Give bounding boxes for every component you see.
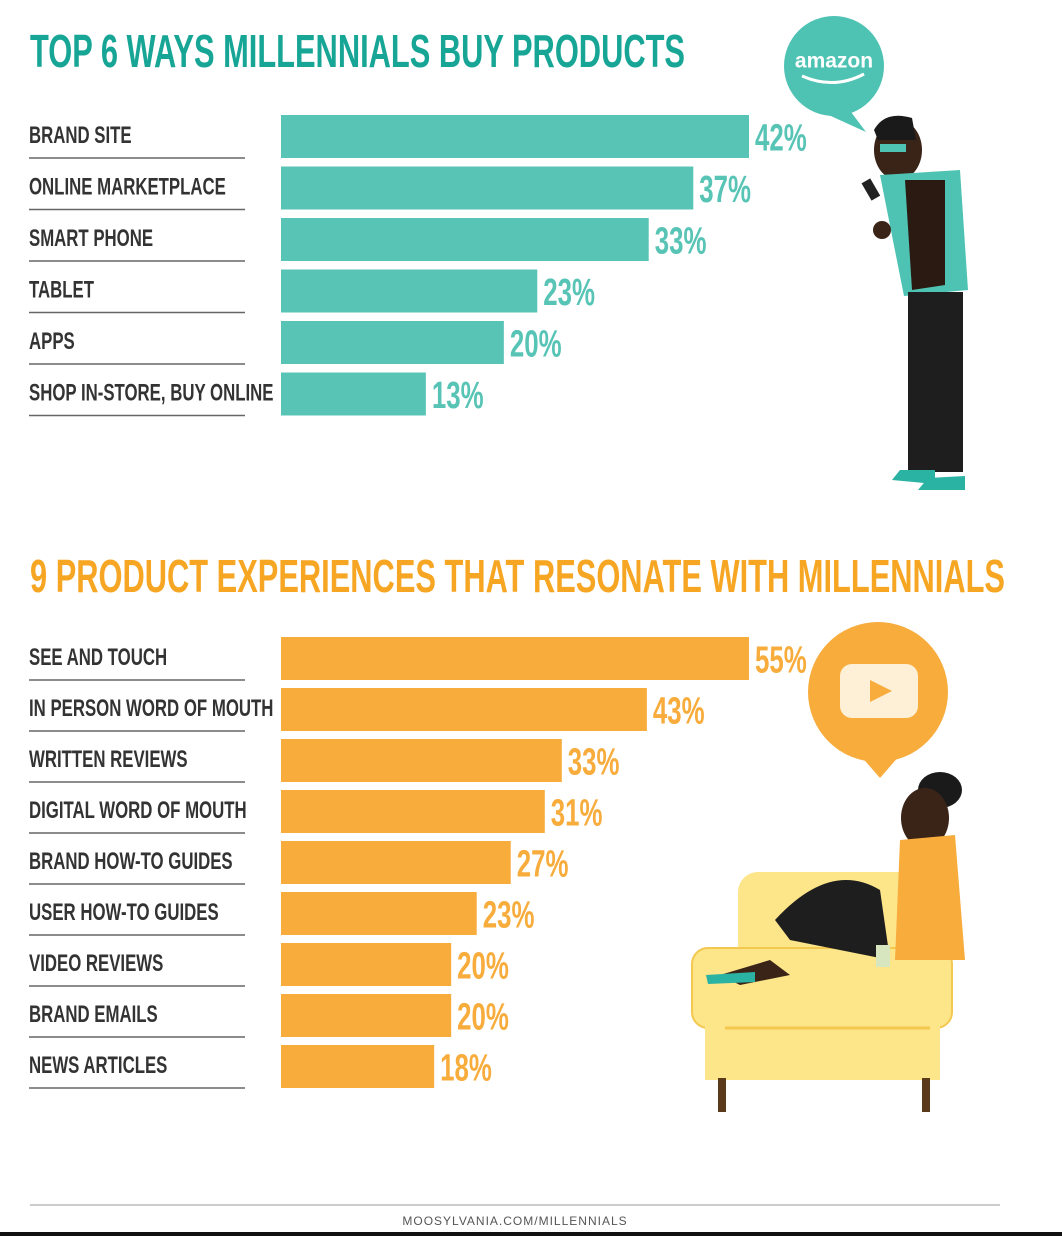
bar — [281, 218, 649, 261]
value-label: 31% — [551, 792, 603, 834]
bar — [281, 943, 452, 986]
footer: MOOSYLVANIA.COM/MILLENNIALS — [402, 1214, 627, 1228]
category-label: SEE AND TOUCH — [29, 644, 167, 671]
value-label: 42% — [755, 117, 807, 159]
bar — [281, 994, 452, 1037]
value-label: 43% — [653, 690, 705, 732]
sofa-illustration — [691, 772, 965, 1112]
bar — [281, 115, 749, 158]
category-label: BRAND HOW-TO GUIDES — [29, 848, 233, 875]
category-label: NEWS ARTICLES — [29, 1052, 167, 1079]
category-label: BRAND SITE — [29, 122, 132, 149]
category-label: DIGITAL WORD OF MOUTH — [29, 797, 247, 824]
value-label: 18% — [440, 1047, 492, 1089]
category-label: USER HOW-TO GUIDES — [29, 899, 219, 926]
category-label: SHOP IN-STORE, BUY ONLINE — [29, 379, 273, 406]
category-label: TABLET — [29, 276, 94, 303]
bottom-edge — [0, 1232, 1062, 1236]
value-label: 23% — [483, 894, 535, 936]
category-label: SMART PHONE — [29, 225, 153, 252]
chart-title: 9 PRODUCT EXPERIENCES THAT RESONATE WITH… — [30, 550, 1005, 602]
value-label: 27% — [517, 843, 569, 885]
bar — [281, 166, 694, 210]
bar — [281, 892, 477, 935]
category-label: BRAND EMAILS — [29, 1001, 158, 1028]
value-label: 20% — [457, 945, 509, 987]
youtube-bubble — [808, 622, 948, 778]
value-label: 33% — [568, 741, 620, 783]
value-label: 23% — [543, 271, 595, 313]
bar — [281, 372, 426, 416]
bar — [281, 637, 749, 680]
value-label: 37% — [699, 168, 751, 210]
amazon-bubble: amazon — [784, 16, 884, 132]
bar — [281, 841, 511, 884]
category-label: ONLINE MARKETPLACE — [29, 173, 226, 200]
value-label: 55% — [755, 639, 807, 681]
value-label: 33% — [655, 220, 707, 262]
value-label: 20% — [457, 996, 509, 1038]
category-label: WRITTEN REVIEWS — [29, 746, 188, 773]
category-label: APPS — [29, 328, 75, 355]
chart-title: TOP 6 WAYS MILLENNIALS BUY PRODUCTS — [30, 25, 685, 77]
bubble-text: amazon — [795, 50, 873, 73]
category-label: VIDEO REVIEWS — [29, 950, 163, 977]
bar — [281, 688, 647, 731]
bar — [281, 739, 562, 782]
bar — [281, 321, 504, 364]
bar — [281, 790, 545, 833]
man-illustration — [861, 115, 968, 490]
value-label: 20% — [510, 323, 562, 365]
value-label: 13% — [432, 374, 484, 416]
bar — [281, 269, 538, 313]
category-label: IN PERSON WORD OF MOUTH — [29, 695, 273, 722]
bar — [281, 1045, 435, 1088]
